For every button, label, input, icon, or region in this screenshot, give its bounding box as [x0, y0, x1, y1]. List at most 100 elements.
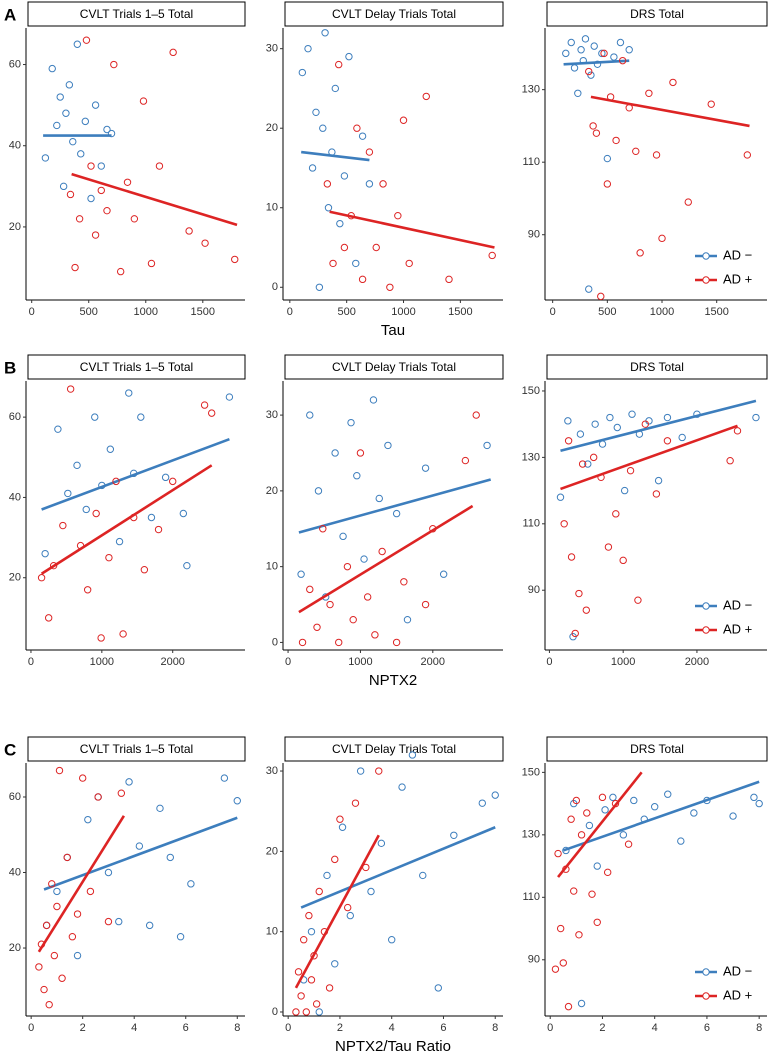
data-point — [84, 815, 92, 824]
data-point — [326, 600, 334, 609]
y-tick-label: 130 — [522, 829, 540, 841]
data-point — [147, 259, 156, 268]
legend-swatch-point — [702, 276, 710, 284]
data-point — [176, 933, 185, 941]
data-point — [97, 162, 105, 170]
data-point — [315, 283, 324, 291]
data-point — [139, 97, 148, 105]
strip-title: DRS Total — [630, 742, 684, 756]
x-tick-label: 2 — [80, 1022, 86, 1034]
y-tick-label: 0 — [272, 1006, 278, 1018]
x-tick-label: 8 — [756, 1022, 762, 1034]
panel-label: C — [4, 740, 16, 759]
data-point — [625, 46, 633, 54]
data-point — [56, 93, 64, 101]
data-point — [616, 38, 625, 47]
data-point — [575, 931, 583, 939]
data-point — [297, 570, 305, 578]
data-point — [347, 418, 355, 427]
data-point — [313, 623, 321, 631]
data-point — [220, 774, 229, 782]
fit-line — [329, 210, 495, 249]
legend-label: AD + — [723, 621, 752, 636]
legend-label: AD − — [723, 963, 752, 978]
data-point — [187, 880, 195, 888]
data-point — [48, 64, 56, 73]
data-point — [302, 1008, 310, 1016]
fit-line — [40, 464, 213, 575]
data-point — [351, 799, 360, 807]
data-point — [66, 190, 75, 199]
x-tick-label: 1000 — [611, 656, 635, 668]
strip-title: CVLT Trials 1–5 Total — [80, 360, 193, 374]
data-point — [677, 837, 685, 845]
fit-line — [301, 150, 370, 162]
data-point — [598, 49, 606, 58]
data-point — [231, 255, 239, 264]
data-point — [115, 917, 123, 926]
data-point — [352, 259, 360, 268]
data-point — [161, 473, 170, 482]
data-point — [200, 401, 209, 409]
data-point — [632, 147, 640, 156]
data-point — [312, 1000, 321, 1008]
data-point — [707, 100, 715, 108]
data-point — [115, 537, 124, 546]
data-point — [394, 211, 402, 220]
fit-line — [37, 815, 126, 953]
fit-line — [563, 59, 630, 66]
data-point — [356, 449, 365, 457]
fit-line — [298, 504, 474, 614]
fit-line — [298, 478, 492, 534]
data-point — [408, 751, 417, 759]
data-point — [726, 457, 734, 465]
data-point — [684, 198, 692, 206]
x-tick-label: 1500 — [448, 306, 472, 318]
y-tick-label: 150 — [522, 766, 540, 778]
y-tick-label: 40 — [9, 140, 21, 152]
data-point — [583, 809, 591, 817]
data-point — [68, 933, 77, 941]
data-point — [650, 803, 659, 811]
data-point — [564, 437, 573, 445]
y-tick-label: 20 — [266, 122, 278, 134]
data-point — [601, 806, 609, 814]
fit-line — [590, 95, 750, 128]
data-point — [324, 204, 333, 212]
data-point — [483, 441, 491, 450]
strip-title: CVLT Delay Trials Total — [332, 7, 456, 21]
data-point — [82, 505, 90, 514]
data-point — [556, 493, 565, 501]
data-point — [388, 935, 396, 944]
y-tick-label: 30 — [266, 409, 278, 421]
fit-line — [560, 424, 738, 491]
data-point — [578, 460, 587, 468]
data-point — [77, 150, 85, 158]
legend-label: AD + — [723, 987, 752, 1002]
data-point — [590, 42, 598, 50]
data-point — [37, 574, 46, 582]
strip — [27, 354, 246, 380]
x-tick-label: 1000 — [348, 656, 372, 668]
x-tick-label: 6 — [440, 1022, 446, 1034]
data-point — [75, 215, 84, 223]
y-tick-label: 30 — [266, 43, 278, 55]
data-point — [40, 985, 48, 994]
strip — [284, 1, 504, 27]
data-point — [592, 129, 601, 137]
data-point — [340, 172, 349, 180]
data-point — [582, 606, 591, 614]
data-point — [577, 999, 586, 1008]
data-point — [612, 136, 620, 145]
data-point — [379, 180, 387, 188]
data-point — [41, 154, 50, 162]
x-tick-label: 0 — [546, 656, 552, 668]
data-point — [66, 385, 75, 393]
data-point — [106, 445, 115, 453]
data-point — [58, 974, 66, 982]
data-point — [570, 64, 579, 72]
data-point — [140, 566, 149, 574]
data-point — [331, 84, 339, 93]
data-point — [305, 911, 313, 920]
data-point — [346, 911, 354, 920]
